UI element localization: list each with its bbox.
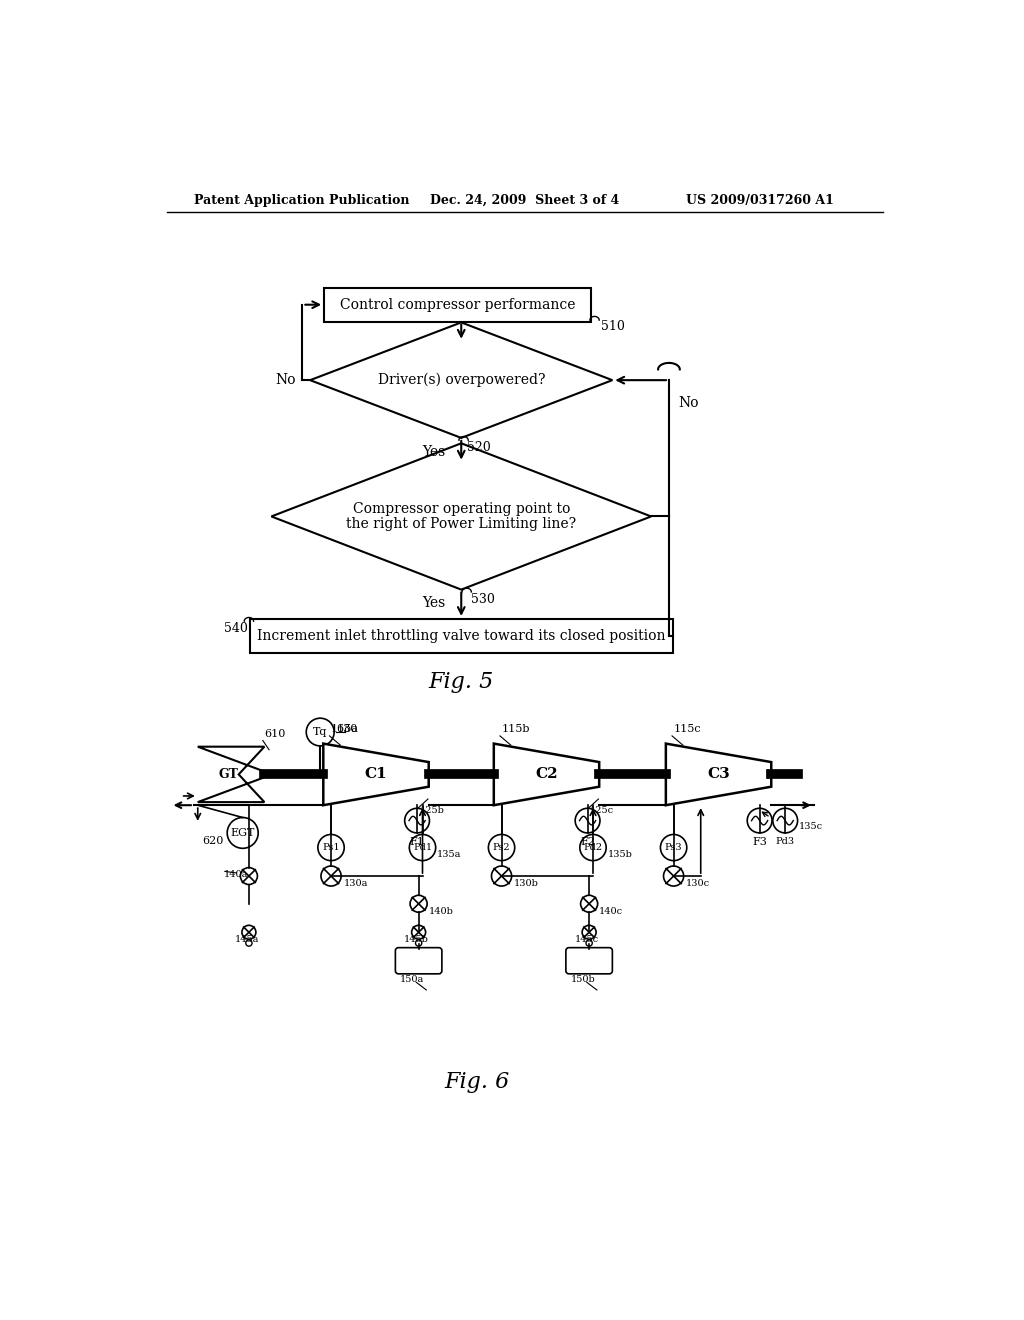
Text: 135b: 135b (607, 850, 633, 858)
Text: 540: 540 (224, 622, 248, 635)
Text: Yes: Yes (423, 597, 445, 610)
Text: F1: F1 (410, 837, 425, 846)
Text: 140b: 140b (429, 907, 454, 916)
Text: Compressor operating point to: Compressor operating point to (352, 502, 570, 516)
Text: 115b: 115b (502, 725, 530, 734)
Text: Driver(s) overpowered?: Driver(s) overpowered? (378, 374, 545, 387)
Text: Fig. 6: Fig. 6 (444, 1072, 509, 1093)
Text: US 2009/0317260 A1: US 2009/0317260 A1 (686, 194, 834, 207)
Text: 135c: 135c (799, 822, 823, 832)
Text: 130c: 130c (686, 879, 710, 888)
Text: 530: 530 (471, 593, 495, 606)
Text: 150a: 150a (400, 975, 425, 983)
Text: Pd3: Pd3 (775, 837, 795, 846)
Bar (324, 288, 592, 322)
Text: Ps2: Ps2 (493, 843, 510, 851)
Text: C3: C3 (708, 767, 730, 781)
Text: 115a: 115a (331, 725, 359, 734)
Text: 145b: 145b (403, 935, 429, 944)
Text: F3: F3 (753, 837, 767, 846)
Bar (251, 619, 673, 653)
Text: Pd2: Pd2 (584, 843, 602, 851)
FancyBboxPatch shape (395, 948, 442, 974)
Polygon shape (271, 444, 651, 590)
Text: 135a: 135a (437, 850, 462, 858)
Text: C1: C1 (365, 767, 387, 781)
Text: 140a: 140a (223, 870, 248, 879)
Text: Fig. 5: Fig. 5 (429, 671, 494, 693)
Text: 115c: 115c (674, 725, 701, 734)
Text: the right of Power Limiting line?: the right of Power Limiting line? (346, 517, 577, 531)
Text: 145a: 145a (234, 935, 259, 944)
Text: Patent Application Publication: Patent Application Publication (194, 194, 410, 207)
Text: 520: 520 (467, 441, 492, 454)
Text: Control compressor performance: Control compressor performance (340, 298, 575, 312)
Text: 125b: 125b (420, 807, 444, 814)
Text: Dec. 24, 2009  Sheet 3 of 4: Dec. 24, 2009 Sheet 3 of 4 (430, 194, 620, 207)
FancyBboxPatch shape (566, 948, 612, 974)
Text: 125c: 125c (590, 807, 614, 814)
Text: Increment inlet throttling valve toward its closed position: Increment inlet throttling valve toward … (257, 628, 666, 643)
Polygon shape (310, 322, 612, 438)
Text: 630: 630 (337, 725, 357, 734)
Text: 140c: 140c (599, 907, 624, 916)
Text: C2: C2 (536, 767, 558, 781)
Text: 620: 620 (202, 836, 223, 846)
Polygon shape (198, 747, 272, 803)
Text: No: No (275, 374, 296, 387)
Text: 150b: 150b (570, 975, 595, 983)
Text: Ps1: Ps1 (323, 843, 340, 851)
Text: 145c: 145c (574, 935, 599, 944)
Text: F2: F2 (581, 837, 595, 846)
Text: Pd1: Pd1 (413, 843, 432, 851)
Text: Ps3: Ps3 (665, 843, 682, 851)
Text: 130a: 130a (343, 879, 368, 888)
Text: GT: GT (219, 768, 239, 781)
Text: EGT: EGT (230, 828, 255, 838)
Polygon shape (494, 743, 599, 805)
Text: No: No (678, 396, 698, 411)
Text: 510: 510 (601, 321, 625, 333)
Text: Tq: Tq (313, 727, 328, 737)
Text: 130b: 130b (514, 879, 539, 888)
Text: Yes: Yes (423, 445, 445, 459)
Text: 610: 610 (264, 729, 286, 739)
Polygon shape (324, 743, 429, 805)
Polygon shape (666, 743, 771, 805)
